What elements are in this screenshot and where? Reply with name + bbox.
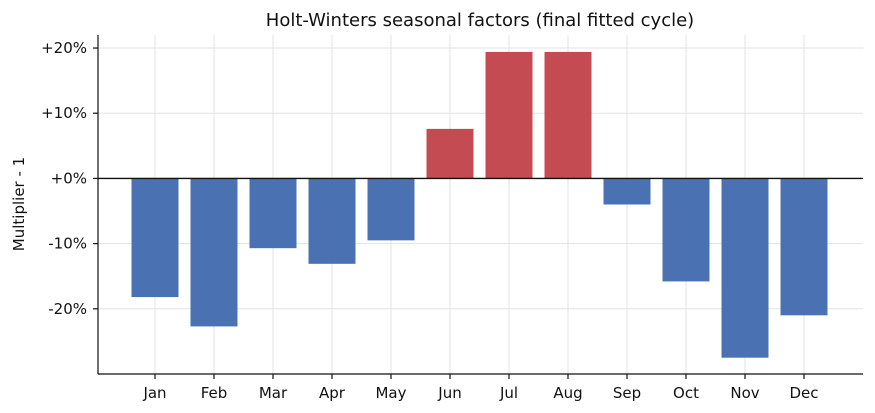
x-tick-label-aug: Aug [553, 384, 582, 402]
x-tick-label-oct: Oct [673, 384, 699, 402]
bar-jun [426, 128, 474, 179]
bar-aug [544, 51, 592, 179]
bar-mar [249, 178, 297, 249]
chart-title: Holt-Winters seasonal factors (final fit… [266, 10, 694, 31]
x-tick-label-jul: Jul [499, 384, 518, 402]
y-tick-label-3: -10% [48, 235, 87, 253]
bar-oct [662, 178, 710, 282]
bar-may [367, 178, 415, 241]
bars [131, 51, 828, 358]
x-tick-label-jun: Jun [437, 384, 461, 402]
x-tick-label-may: May [375, 384, 406, 402]
y-axis-label: Multiplier - 1 [10, 157, 28, 251]
y-tick-label-1: +10% [41, 104, 87, 122]
x-tick-label-apr: Apr [319, 384, 346, 402]
bar-dec [780, 178, 828, 316]
y-tick-label-0: +20% [41, 39, 87, 57]
bar-jan [131, 178, 179, 298]
bar-jul [485, 51, 533, 179]
x-tick-label-sep: Sep [613, 384, 641, 402]
x-tick-label-feb: Feb [201, 384, 228, 402]
bar-apr [308, 178, 356, 264]
y-tick-label-2: +0% [51, 169, 87, 187]
x-tick-label-mar: Mar [259, 384, 288, 402]
bar-nov [721, 178, 769, 358]
x-tick-label-jan: Jan [142, 384, 166, 402]
x-tick-label-nov: Nov [730, 384, 759, 402]
bar-sep [603, 178, 651, 205]
axes [93, 35, 863, 379]
tick-labels: +20% +10% +0% -10% -20% Jan Feb Mar Apr May Jun Jul… [41, 39, 818, 402]
y-tick-label-4: -20% [48, 300, 87, 318]
bar-feb [190, 178, 238, 327]
x-tick-label-dec: Dec [789, 384, 818, 402]
